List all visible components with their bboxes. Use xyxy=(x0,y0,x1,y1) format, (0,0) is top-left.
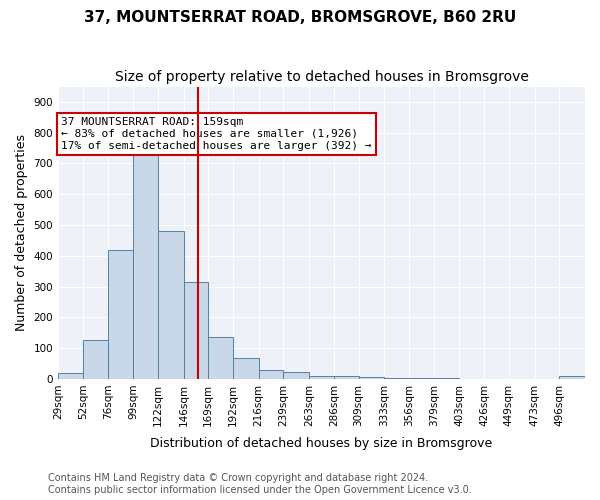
Bar xyxy=(309,376,334,379)
Text: 37, MOUNTSERRAT ROAD, BROMSGROVE, B60 2RU: 37, MOUNTSERRAT ROAD, BROMSGROVE, B60 2R… xyxy=(84,10,516,25)
Bar xyxy=(83,340,109,379)
Bar xyxy=(434,378,460,379)
X-axis label: Distribution of detached houses by size in Bromsgrove: Distribution of detached houses by size … xyxy=(151,437,493,450)
Bar xyxy=(58,372,83,379)
Bar xyxy=(385,378,409,379)
Bar xyxy=(133,152,158,379)
Text: Contains HM Land Registry data © Crown copyright and database right 2024.
Contai: Contains HM Land Registry data © Crown c… xyxy=(48,474,472,495)
Bar xyxy=(359,377,385,379)
Bar xyxy=(283,372,309,379)
Y-axis label: Number of detached properties: Number of detached properties xyxy=(15,134,28,331)
Bar xyxy=(409,378,434,379)
Text: 37 MOUNTSERRAT ROAD: 159sqm
← 83% of detached houses are smaller (1,926)
17% of : 37 MOUNTSERRAT ROAD: 159sqm ← 83% of det… xyxy=(61,118,372,150)
Bar xyxy=(559,376,585,379)
Bar xyxy=(259,370,283,379)
Bar xyxy=(334,376,359,379)
Bar xyxy=(109,250,133,379)
Bar xyxy=(233,358,259,379)
Bar xyxy=(208,338,233,379)
Bar xyxy=(184,282,208,379)
Bar xyxy=(158,231,184,379)
Title: Size of property relative to detached houses in Bromsgrove: Size of property relative to detached ho… xyxy=(115,70,529,84)
